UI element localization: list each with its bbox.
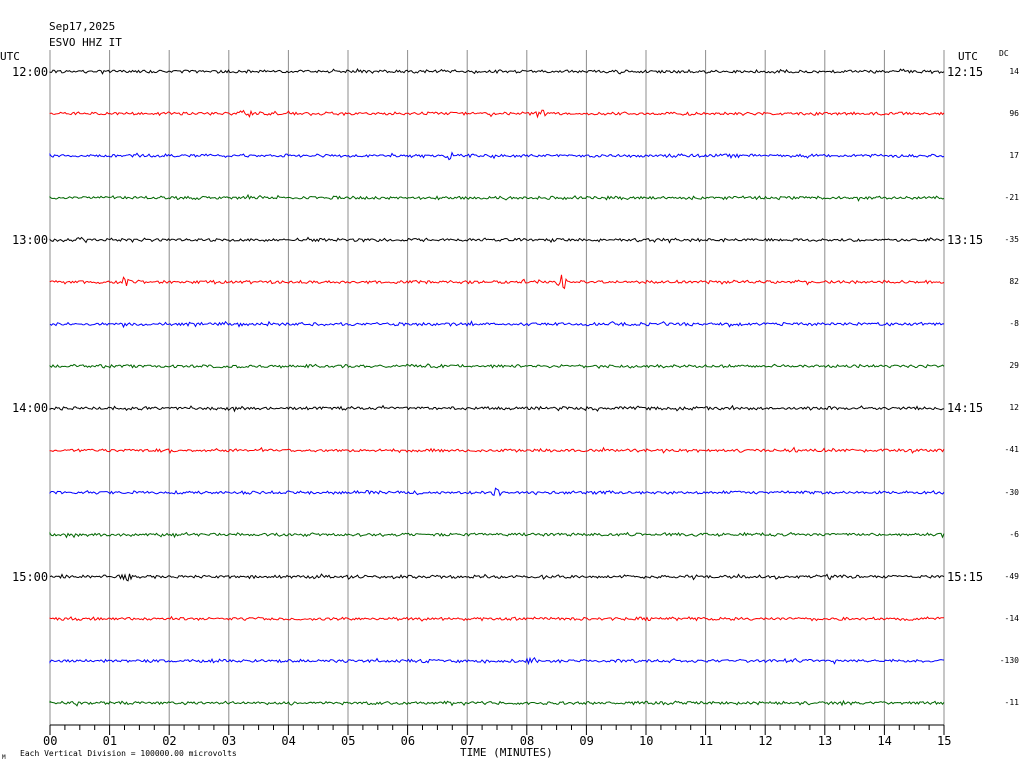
x-tick-label: 11 xyxy=(698,734,714,748)
dc-label: DC xyxy=(999,49,1009,58)
x-tick-label: 01 xyxy=(102,734,118,748)
x-tick-label: 09 xyxy=(579,734,594,748)
left-time-label: 14:00 xyxy=(12,401,49,416)
trace-row-0 xyxy=(49,67,945,75)
dc-offset-value: -49 xyxy=(1004,571,1019,581)
left-time-label: 15:00 xyxy=(12,569,49,584)
x-tick-label: 10 xyxy=(639,734,654,748)
station-label: ESVO HHZ IT xyxy=(49,36,122,49)
dc-offset-value: 12 xyxy=(1009,403,1019,413)
utc-label-right: UTC xyxy=(958,50,978,63)
left-time-label: 12:00 xyxy=(12,64,49,79)
dc-offset-value: 96 xyxy=(1009,108,1019,118)
trace-row-1 xyxy=(49,109,945,119)
vertical-division-note: Each Vertical Division = 100000.00 micro… xyxy=(20,749,237,758)
trace-row-5 xyxy=(49,274,945,290)
x-tick-label: 14 xyxy=(877,734,892,748)
dc-offset-value: -21 xyxy=(1004,192,1019,202)
x-tick-label: 08 xyxy=(519,734,535,748)
trace-row-15 xyxy=(49,699,945,707)
utc-label-left: UTC xyxy=(0,50,20,63)
trace-row-8 xyxy=(49,404,945,413)
dc-offset-value: -6 xyxy=(1009,529,1019,539)
x-tick-label: 04 xyxy=(281,734,296,748)
trace-row-6 xyxy=(49,320,944,329)
dc-offset-value: -41 xyxy=(1004,445,1019,455)
dc-offset-value: 17 xyxy=(1009,150,1019,160)
x-tick-label: 02 xyxy=(162,734,177,748)
x-tick-label: 15 xyxy=(937,734,952,748)
right-time-label: 15:15 xyxy=(947,569,984,584)
dc-offset-value: 14 xyxy=(1009,66,1019,76)
trace-row-10 xyxy=(49,487,945,497)
trace-row-11 xyxy=(49,531,945,539)
chart-date: Sep17,2025 xyxy=(49,20,116,33)
trace-row-2 xyxy=(49,151,945,161)
dc-offset-value: 82 xyxy=(1009,277,1019,286)
corner-mark: M xyxy=(2,754,6,761)
dc-offset-value: -14 xyxy=(1004,613,1019,623)
right-time-label: 12:15 xyxy=(947,64,984,79)
trace-row-13 xyxy=(49,615,944,622)
left-time-label: 13:00 xyxy=(12,232,49,247)
x-tick-label: 05 xyxy=(341,734,356,748)
dc-offset-value: -30 xyxy=(1004,487,1019,497)
trace-row-4 xyxy=(49,236,945,244)
dc-offset-value: 29 xyxy=(1009,361,1019,371)
x-tick-label: 13 xyxy=(817,734,833,748)
x-tick-label: 06 xyxy=(400,734,416,748)
dc-offset-value: -11 xyxy=(1004,698,1019,707)
trace-row-9 xyxy=(49,446,945,454)
trace-row-3 xyxy=(49,193,945,202)
dc-offset-value: -130 xyxy=(999,655,1019,665)
right-time-label: 14:15 xyxy=(947,401,984,416)
x-axis-label: TIME (MINUTES) xyxy=(460,746,553,759)
dc-offset-value: -35 xyxy=(1004,234,1019,244)
x-tick-label: 07 xyxy=(460,734,475,748)
x-tick-label: 12 xyxy=(758,734,773,748)
dc-offset-value: -8 xyxy=(1009,319,1019,329)
trace-row-7 xyxy=(49,363,945,370)
x-tick-label: 03 xyxy=(221,734,237,748)
right-time-label: 13:15 xyxy=(947,232,984,247)
x-tick-label: 00 xyxy=(43,734,58,748)
trace-row-12 xyxy=(49,573,945,582)
trace-row-14 xyxy=(49,656,945,666)
